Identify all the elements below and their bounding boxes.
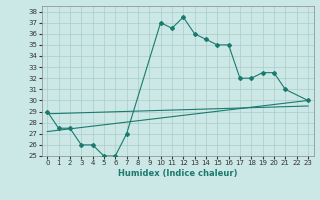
X-axis label: Humidex (Indice chaleur): Humidex (Indice chaleur) (118, 169, 237, 178)
